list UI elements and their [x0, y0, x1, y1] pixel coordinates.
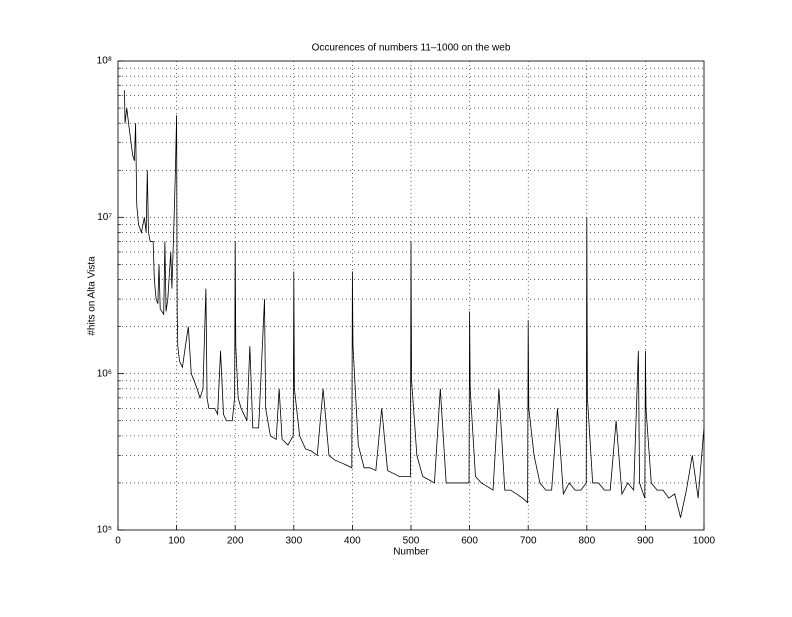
x-tick-label: 100 [168, 536, 185, 547]
data-line [124, 90, 705, 518]
y-axis-label: #hits on Alta Vista [87, 256, 98, 336]
x-tick-label: 0 [115, 536, 121, 547]
x-tick-label: 500 [403, 536, 420, 547]
y-tick-label: 10⁵ [97, 525, 112, 536]
y-tick-label: 10⁸ [97, 56, 112, 67]
x-tick-label: 300 [285, 536, 302, 547]
x-tick-label: 200 [227, 536, 244, 547]
x-tick-label: 400 [344, 536, 361, 547]
x-tick-label: 900 [637, 536, 654, 547]
x-tick-label: 1000 [693, 536, 716, 547]
y-tick-label: 10⁶ [97, 368, 112, 379]
x-tick-label: 600 [461, 536, 478, 547]
chart-title: Occurences of numbers 11–1000 on the web [312, 43, 511, 54]
x-tick-label: 800 [578, 536, 595, 547]
x-axis-label: Number [393, 547, 429, 558]
x-tick-label: 700 [520, 536, 537, 547]
y-tick-label: 10⁷ [97, 212, 112, 223]
